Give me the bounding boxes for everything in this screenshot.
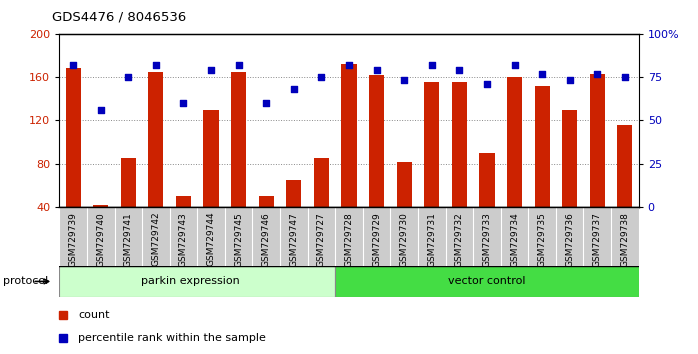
Text: GSM729737: GSM729737 xyxy=(593,212,602,267)
Bar xyxy=(535,86,550,207)
Text: GSM729741: GSM729741 xyxy=(124,212,133,267)
Text: GSM729747: GSM729747 xyxy=(290,212,298,267)
Bar xyxy=(314,158,329,207)
Point xyxy=(454,67,465,73)
Text: GSM729742: GSM729742 xyxy=(151,212,161,267)
Text: GSM729734: GSM729734 xyxy=(510,212,519,267)
Point xyxy=(371,67,383,73)
Point xyxy=(619,74,630,80)
Bar xyxy=(204,109,218,207)
Point xyxy=(399,78,410,83)
Bar xyxy=(341,64,357,207)
Point xyxy=(315,74,327,80)
Text: GDS4476 / 8046536: GDS4476 / 8046536 xyxy=(52,11,186,24)
Text: GSM729731: GSM729731 xyxy=(427,212,436,267)
Text: GSM729732: GSM729732 xyxy=(455,212,464,267)
Bar xyxy=(66,68,81,207)
Text: GSM729739: GSM729739 xyxy=(68,212,77,267)
Text: GSM729743: GSM729743 xyxy=(179,212,188,267)
Text: protocol: protocol xyxy=(3,276,49,286)
Point xyxy=(426,62,438,68)
Bar xyxy=(335,266,639,297)
Point xyxy=(150,62,161,68)
Bar xyxy=(617,125,632,207)
Text: GSM729728: GSM729728 xyxy=(345,212,353,267)
Bar xyxy=(562,109,577,207)
Text: GSM729740: GSM729740 xyxy=(96,212,105,267)
Bar xyxy=(480,153,494,207)
Text: GSM729745: GSM729745 xyxy=(234,212,243,267)
Point xyxy=(288,86,299,92)
Bar xyxy=(369,75,384,207)
Point xyxy=(564,78,575,83)
Point xyxy=(343,62,355,68)
Point xyxy=(68,62,79,68)
Bar xyxy=(286,180,302,207)
Bar xyxy=(176,196,191,207)
Point xyxy=(205,67,216,73)
Bar xyxy=(396,161,412,207)
Point xyxy=(260,100,272,106)
Text: count: count xyxy=(78,310,110,320)
Bar xyxy=(452,82,467,207)
Text: GSM729746: GSM729746 xyxy=(262,212,271,267)
Point xyxy=(592,71,603,76)
Text: GSM729738: GSM729738 xyxy=(621,212,630,267)
Bar xyxy=(259,196,274,207)
Bar xyxy=(231,72,246,207)
Text: GSM729744: GSM729744 xyxy=(207,212,216,267)
Text: GSM729735: GSM729735 xyxy=(537,212,547,267)
Point xyxy=(509,62,520,68)
Point xyxy=(537,71,548,76)
Bar xyxy=(148,72,163,207)
Point xyxy=(482,81,493,87)
Text: GSM729729: GSM729729 xyxy=(372,212,381,267)
Bar xyxy=(93,205,108,207)
Text: GSM729730: GSM729730 xyxy=(400,212,408,267)
Point xyxy=(178,100,189,106)
Text: vector control: vector control xyxy=(448,276,526,286)
Point xyxy=(123,74,134,80)
Text: GSM729727: GSM729727 xyxy=(317,212,326,267)
Bar xyxy=(507,77,522,207)
Text: percentile rank within the sample: percentile rank within the sample xyxy=(78,333,267,343)
Bar xyxy=(121,158,136,207)
Text: GSM729733: GSM729733 xyxy=(482,212,491,267)
Bar xyxy=(590,74,605,207)
Bar xyxy=(424,82,439,207)
Point xyxy=(95,107,106,113)
Text: GSM729736: GSM729736 xyxy=(565,212,574,267)
Point xyxy=(233,62,244,68)
Text: parkin expression: parkin expression xyxy=(141,276,239,286)
Bar xyxy=(59,266,335,297)
